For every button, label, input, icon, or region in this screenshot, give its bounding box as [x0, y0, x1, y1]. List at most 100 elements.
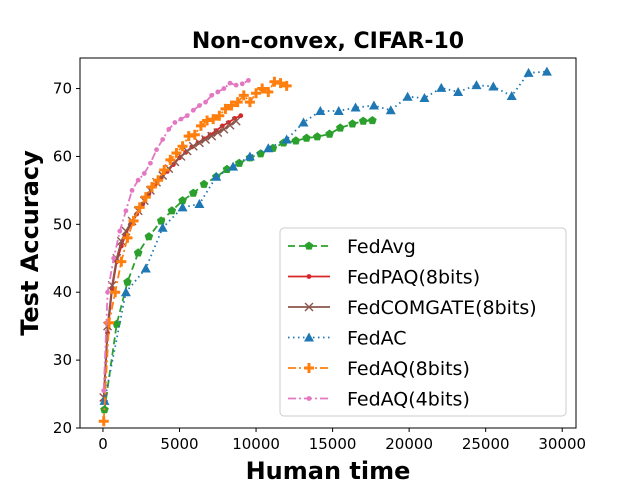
- y-axis-ticks: 20 30 40 50 60 70: [53, 80, 80, 437]
- data-point: [219, 124, 229, 134]
- data-point: [453, 86, 464, 96]
- legend-marker: [306, 274, 312, 279]
- data-point: [157, 222, 168, 232]
- data-point: [336, 123, 345, 132]
- data-point: [244, 151, 255, 161]
- data-point: [358, 116, 368, 125]
- data-point: [281, 134, 292, 144]
- data-point: [541, 66, 552, 76]
- data-point: [165, 154, 176, 165]
- legend-marker: [304, 363, 314, 373]
- data-point: [207, 131, 217, 141]
- data-point: [256, 149, 265, 158]
- data-point: [182, 146, 192, 156]
- data-point: [221, 86, 227, 91]
- series-4: [98, 76, 292, 427]
- data-point: [190, 107, 196, 113]
- data-point: [225, 120, 235, 130]
- data-point: [263, 86, 274, 97]
- data-point: [140, 192, 151, 203]
- y-tick-label: 30: [53, 351, 72, 369]
- x-axis-ticks: 0 5000 10000 15000 20000 25000 30000: [98, 428, 586, 453]
- data-point: [140, 263, 151, 273]
- data-point: [144, 232, 154, 241]
- data-point: [128, 215, 139, 226]
- data-point: [171, 148, 182, 159]
- plot-frame: [79, 57, 577, 429]
- data-point: [214, 110, 225, 121]
- data-point: [123, 277, 132, 286]
- data-point: [166, 126, 172, 132]
- data-point: [188, 141, 198, 151]
- legend-marker: [304, 302, 314, 312]
- x-tick-label: 5000: [160, 435, 198, 453]
- x-tick-label: 0: [98, 435, 108, 453]
- data-point: [239, 81, 245, 87]
- data-point: [135, 177, 141, 183]
- y-tick-label: 70: [53, 80, 72, 98]
- data-point: [220, 103, 231, 114]
- data-point: [208, 114, 219, 125]
- data-point: [154, 147, 159, 153]
- data-point: [111, 255, 117, 261]
- data-point: [315, 105, 326, 115]
- series-5: [101, 78, 251, 394]
- data-point: [156, 216, 166, 225]
- legend-item: FedAQ(8bits): [288, 358, 470, 380]
- y-axis-label: Test Accuracy: [16, 150, 44, 336]
- data-point: [209, 92, 215, 98]
- data-point: [129, 187, 135, 193]
- data-point: [116, 256, 127, 267]
- legend-label: FedAvg: [347, 236, 416, 258]
- data-point: [178, 196, 187, 205]
- data-point: [101, 388, 107, 394]
- x-tick-label: 10000: [232, 435, 280, 453]
- x-tick-label: 15000: [309, 435, 357, 453]
- data-point: [141, 171, 147, 176]
- data-point: [244, 97, 255, 108]
- data-point: [215, 89, 221, 95]
- data-point: [298, 117, 309, 127]
- data-point: [203, 99, 208, 105]
- data-point: [313, 132, 322, 141]
- data-point: [385, 105, 396, 115]
- legend-box: [279, 227, 567, 417]
- data-point: [160, 137, 166, 142]
- x-tick-label: 20000: [385, 435, 433, 453]
- data-point: [172, 120, 178, 125]
- data-point: [146, 181, 157, 192]
- y-tick-label: 50: [53, 215, 72, 233]
- data-point: [184, 113, 190, 119]
- data-point: [201, 134, 211, 144]
- data-point: [199, 179, 209, 188]
- data-point: [348, 119, 357, 128]
- x-axis-label: Human time: [246, 457, 411, 480]
- data-point: [233, 82, 239, 88]
- y-tick-label: 20: [53, 419, 72, 437]
- data-point: [123, 208, 129, 214]
- data-point: [122, 232, 133, 243]
- data-point: [226, 100, 237, 111]
- data-point: [281, 80, 292, 91]
- data-point: [189, 129, 200, 140]
- data-point: [117, 228, 123, 234]
- data-point: [195, 120, 206, 131]
- data-point: [153, 175, 164, 186]
- data-point: [226, 120, 231, 125]
- data-point: [189, 188, 198, 197]
- y-tick-label: 60: [53, 147, 72, 165]
- data-point: [167, 206, 177, 215]
- data-point: [177, 202, 188, 212]
- data-point: [402, 91, 413, 101]
- legend-item: FedPAQ(8bits): [288, 267, 480, 289]
- x-tick-label: 30000: [538, 435, 586, 453]
- data-point: [133, 248, 143, 257]
- legend-marker: [304, 241, 314, 250]
- data-point: [110, 287, 121, 298]
- data-point: [105, 289, 110, 295]
- data-point: [251, 88, 262, 99]
- data-point: [419, 93, 430, 103]
- chart-title: Non-convex, CIFAR-10: [192, 29, 464, 54]
- data-point: [231, 116, 241, 126]
- data-point: [263, 143, 274, 153]
